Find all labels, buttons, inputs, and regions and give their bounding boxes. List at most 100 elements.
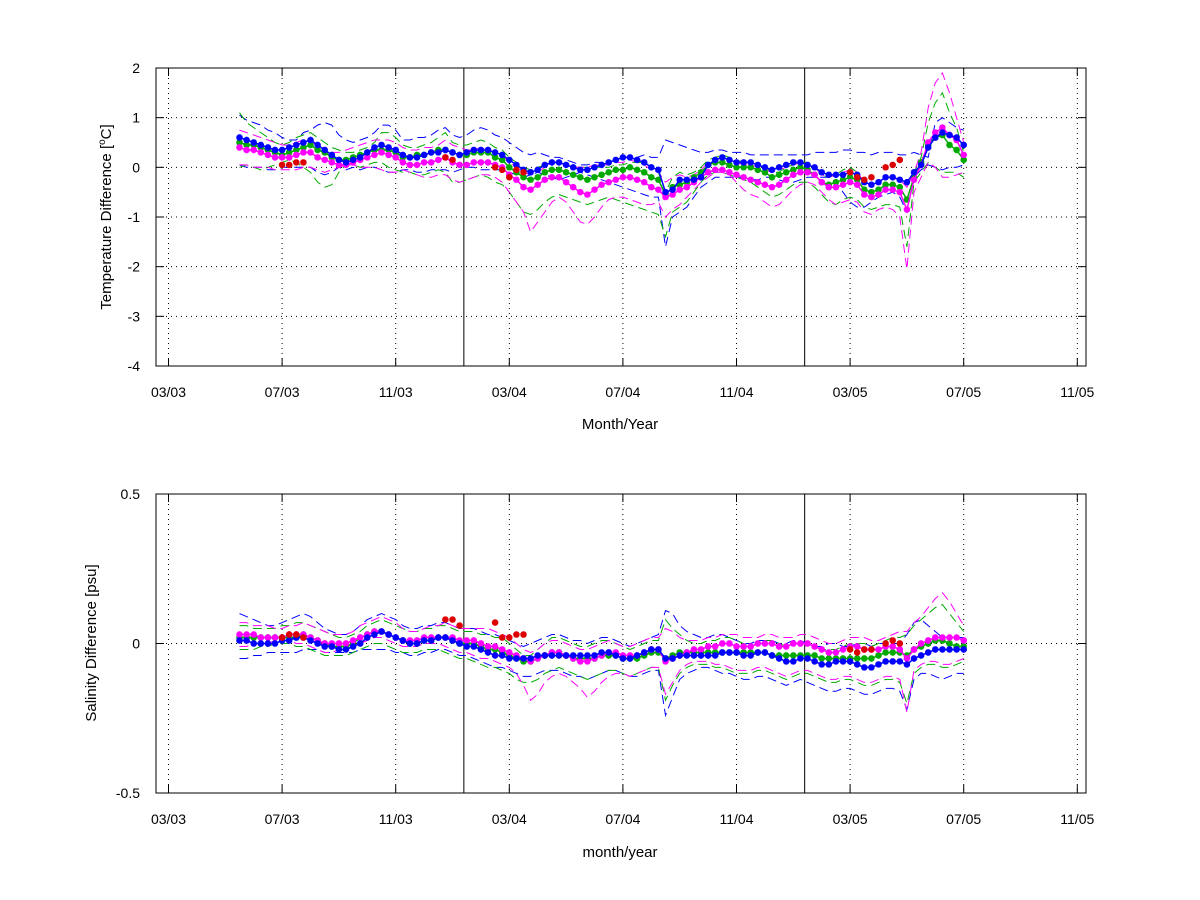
data-point xyxy=(264,640,272,647)
data-point xyxy=(804,161,811,169)
data-point xyxy=(463,161,470,169)
data-point xyxy=(903,661,911,668)
red-data-point xyxy=(889,161,896,169)
data-point xyxy=(953,634,960,641)
data-point xyxy=(903,196,911,203)
red-data-point xyxy=(293,159,300,166)
data-point xyxy=(584,166,591,173)
data-point xyxy=(747,652,754,659)
data-point xyxy=(925,144,932,151)
data-point xyxy=(662,189,669,196)
data-point xyxy=(470,159,477,166)
data-point xyxy=(946,141,953,149)
data-point xyxy=(456,151,463,159)
data-point xyxy=(570,171,577,178)
data-point xyxy=(577,174,584,181)
data-point xyxy=(783,643,790,650)
data-point xyxy=(591,652,598,659)
red-data-point xyxy=(499,634,506,641)
x-tick-label: 07/03 xyxy=(265,811,300,827)
data-point xyxy=(768,166,776,173)
data-point xyxy=(641,159,648,166)
data-point xyxy=(946,640,953,647)
data-point xyxy=(633,166,641,173)
data-point xyxy=(236,139,243,146)
red-data-point xyxy=(278,634,286,641)
data-point xyxy=(690,176,698,183)
data-point xyxy=(605,169,612,176)
data-point xyxy=(712,166,719,173)
data-point xyxy=(839,176,847,183)
x-tick-label: 11/04 xyxy=(720,811,754,827)
data-point xyxy=(584,176,591,183)
red-data-point xyxy=(520,631,527,638)
red-data-point xyxy=(499,166,506,173)
data-point xyxy=(364,634,371,641)
data-point xyxy=(293,141,300,149)
data-point xyxy=(293,146,300,154)
data-point xyxy=(399,159,406,166)
data-point xyxy=(747,643,754,650)
data-point xyxy=(896,176,903,183)
y-tick-label: -1 xyxy=(128,209,141,225)
data-point xyxy=(321,156,328,164)
data-point xyxy=(925,637,932,644)
data-point xyxy=(790,166,797,173)
envelope-line xyxy=(239,164,964,247)
data-point xyxy=(243,141,250,149)
data-point xyxy=(534,181,541,188)
data-point xyxy=(271,146,279,154)
data-point xyxy=(775,643,783,650)
data-point xyxy=(470,643,477,650)
red-data-point xyxy=(861,646,868,653)
data-point xyxy=(420,151,428,159)
data-point xyxy=(577,658,584,665)
x-tick-label: 03/05 xyxy=(833,811,868,827)
data-point xyxy=(854,643,861,650)
data-point xyxy=(513,655,520,662)
data-point xyxy=(598,161,605,169)
data-point xyxy=(797,159,804,166)
data-point xyxy=(754,640,761,647)
data-point xyxy=(960,156,967,164)
data-point xyxy=(754,161,761,169)
data-point xyxy=(527,186,534,193)
red-data-point xyxy=(854,174,861,181)
data-point xyxy=(442,146,449,154)
data-point xyxy=(413,154,421,161)
data-point xyxy=(527,169,534,176)
data-point xyxy=(278,154,286,161)
data-point xyxy=(683,184,690,191)
data-point xyxy=(889,658,896,665)
data-layer xyxy=(236,591,967,718)
data-point xyxy=(548,652,556,659)
data-point xyxy=(491,643,499,650)
data-point xyxy=(868,181,875,188)
red-data-point xyxy=(506,174,513,181)
data-point xyxy=(790,652,797,659)
data-point xyxy=(435,149,442,156)
red-data-point xyxy=(491,164,499,171)
data-point xyxy=(719,154,726,161)
data-point xyxy=(818,655,825,662)
data-point xyxy=(314,146,321,154)
data-point xyxy=(520,184,527,191)
envelope-line xyxy=(239,603,965,656)
data-point xyxy=(243,136,250,144)
data-point xyxy=(811,652,818,659)
salinity-x-axis-title: month/year xyxy=(582,844,657,861)
red-data-point xyxy=(882,164,889,171)
data-point xyxy=(257,640,264,647)
data-point xyxy=(633,652,641,659)
data-point xyxy=(790,171,797,178)
data-point xyxy=(463,637,470,644)
red-data-point xyxy=(449,156,456,164)
data-point xyxy=(925,139,932,146)
data-point xyxy=(775,655,783,662)
data-point xyxy=(733,171,740,178)
data-point xyxy=(832,179,840,186)
data-point xyxy=(797,655,804,662)
data-point xyxy=(704,643,712,650)
data-point xyxy=(846,658,854,665)
data-point xyxy=(719,159,726,166)
